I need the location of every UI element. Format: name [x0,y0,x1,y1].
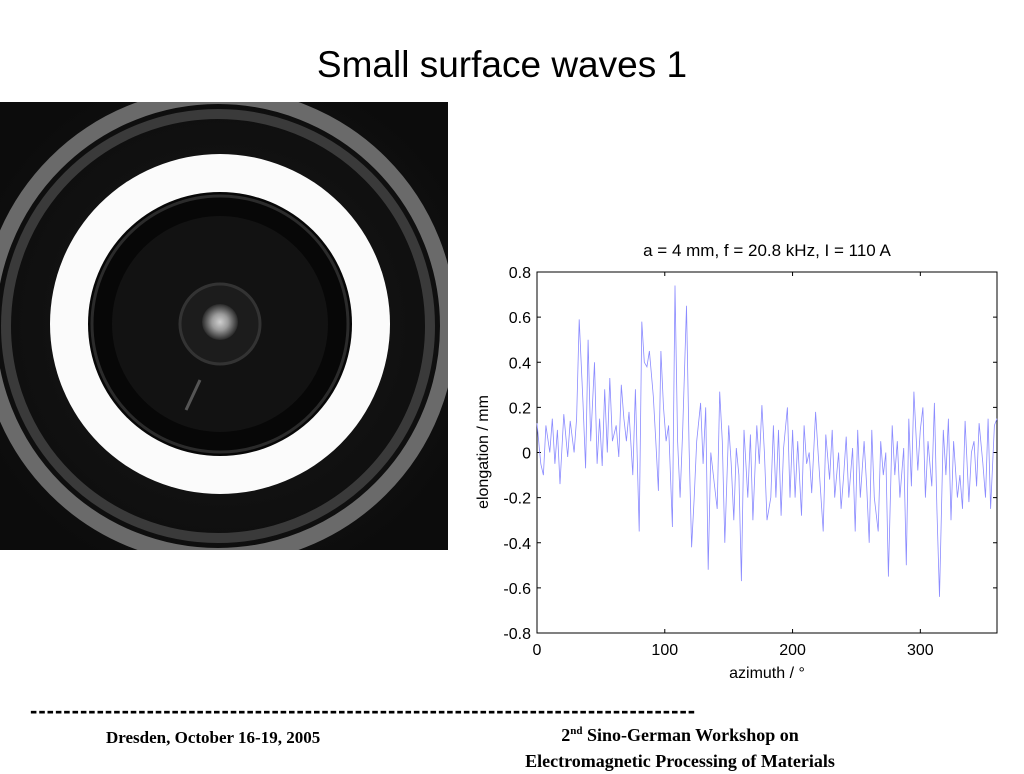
chart-svg: a = 4 mm, f = 20.8 kHz, I = 110 A 0.8 0.6… [475,241,998,682]
y-tick-label: -0.8 [503,626,531,643]
y-axis-label: elongation / mm [475,395,492,509]
footer-ordinal-number: 2 [561,725,571,745]
y-tick-label: 0.8 [509,265,531,282]
y-tick-label: 0 [522,446,531,463]
x-axis-label: azimuth / ° [729,665,805,682]
footer-location-date: Dresden, October 16-19, 2005 [106,728,321,747]
footer-workshop-line1: 2nd Sino-German Workshop on [420,718,940,748]
slide-title: Small surface waves 1 [316,44,688,85]
series-line [536,285,998,597]
y-tick-label: 0.6 [509,310,531,327]
plot-frame [536,271,998,634]
y-tick-label: -0.4 [503,536,531,553]
footer-ordinal-suffix: nd [570,725,583,737]
y-tick-label: -0.2 [503,491,531,508]
ring-photo [0,102,448,550]
y-axis-ticks: 0.8 0.6 0.4 0.2 0 -0.2 -0.4 -0.6 -0.8 [503,265,997,643]
footer-workshop-title: 2nd Sino-German Workshop on Electromagne… [420,718,940,774]
y-tick-label: -0.6 [503,581,531,598]
x-axis-ticks: 0 100 200 300 [533,272,934,659]
ring-photo-icon [0,102,448,550]
x-tick-label: 200 [779,642,806,659]
chart-title: a = 4 mm, f = 20.8 kHz, I = 110 A [643,241,891,260]
x-tick-label: 0 [533,642,542,659]
footer-workshop-name: Sino-German Workshop on [582,725,799,745]
footer-divider: ----------------------------------------… [30,698,697,723]
elongation-chart: a = 4 mm, f = 20.8 kHz, I = 110 A 0.8 0.6… [470,232,1010,692]
x-tick-label: 300 [907,642,934,659]
y-tick-label: 0.2 [509,400,531,417]
footer-workshop-line2: Electromagnetic Processing of Materials [525,751,835,771]
y-tick-label: 0.4 [509,355,531,372]
x-tick-label: 100 [651,642,678,659]
